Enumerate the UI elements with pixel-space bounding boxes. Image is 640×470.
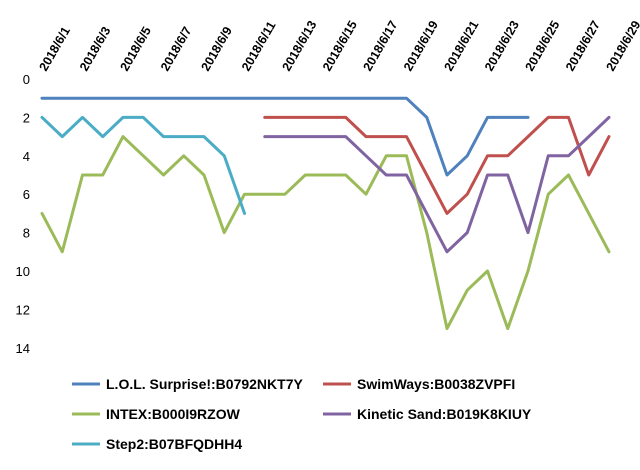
y-tick-label: 6 <box>23 187 30 202</box>
x-tick-label: 2018/6/25 <box>522 18 562 73</box>
x-tick-label: 2018/6/13 <box>279 18 319 73</box>
series-line-intex <box>40 135 611 331</box>
legend-label: Step2:B07BFQDHH4 <box>106 436 242 452</box>
x-tick-label: 2018/6/1 <box>36 24 72 73</box>
legend-item: INTEX:B000I9RZOW <box>72 406 241 422</box>
legend-item: Step2:B07BFQDHH4 <box>72 436 242 452</box>
x-tick-label: 2018/6/19 <box>401 18 441 73</box>
x-tick-label: 2018/6/7 <box>158 24 194 73</box>
x-tick-label: 2018/6/17 <box>360 18 400 73</box>
x-tick-label: 2018/6/15 <box>320 18 360 73</box>
x-tick-label: 2018/6/9 <box>198 24 234 73</box>
legend-label: Kinetic Sand:B019K8KIUY <box>357 406 532 422</box>
y-tick-label: 12 <box>16 302 30 317</box>
x-tick-label: 2018/6/5 <box>117 24 153 73</box>
x-tick-label: 2018/6/21 <box>441 18 481 73</box>
legend-item: L.O.L. Surprise!:B0792NKT7Y <box>72 376 303 392</box>
y-tick-label: 8 <box>23 226 30 241</box>
y-tick-label: 10 <box>16 264 30 279</box>
series-line-kinetic-sand <box>263 115 611 254</box>
legend-label: INTEX:B000I9RZOW <box>106 406 241 422</box>
x-tick-label: 2018/6/23 <box>482 18 522 73</box>
y-tick-label: 4 <box>23 149 30 164</box>
series-lines <box>40 96 611 331</box>
x-axis: 2018/6/1 2018/6/3 2018/6/5 2018/6/7 2018/6/9… <box>36 18 640 73</box>
y-tick-label: 2 <box>23 110 30 125</box>
y-tick-label: 14 <box>16 341 30 356</box>
y-tick-label: 0 <box>23 72 30 87</box>
x-tick-label: 2018/6/3 <box>77 24 113 73</box>
series-line-l-o-l-surprise <box>40 96 530 177</box>
legend-item: Kinetic Sand:B019K8KIUY <box>323 406 532 422</box>
y-axis: 0 2 4 6 8 10 12 14 <box>16 72 30 356</box>
legend: L.O.L. Surprise!:B0792NKT7Y SwimWays:B003… <box>72 376 532 452</box>
series-line-swimways <box>263 115 611 215</box>
x-tick-label: 2018/6/11 <box>239 19 279 74</box>
x-tick-label: 2018/6/27 <box>563 18 603 73</box>
legend-label: L.O.L. Surprise!:B0792NKT7Y <box>106 376 303 392</box>
legend-item: SwimWays:B0038ZVPFI <box>323 376 515 392</box>
legend-label: SwimWays:B0038ZVPFI <box>357 376 515 392</box>
x-tick-label: 2018/6/29 <box>603 18 640 73</box>
series-line-step2 <box>40 115 246 215</box>
